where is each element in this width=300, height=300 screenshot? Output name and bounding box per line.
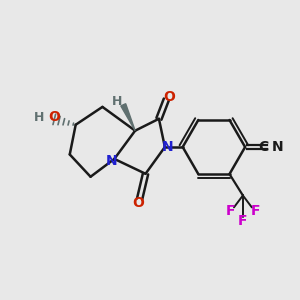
Text: O: O [48,110,60,124]
Text: F: F [238,214,248,228]
Text: H: H [34,111,44,124]
Polygon shape [121,104,135,131]
Text: N: N [161,140,173,154]
Text: O: O [132,196,144,210]
Text: C: C [258,140,269,154]
Text: F: F [250,204,260,218]
Text: N: N [272,140,283,154]
Text: H: H [112,95,122,108]
Text: O: O [164,89,175,103]
Text: F: F [226,204,235,218]
Text: N: N [106,154,118,168]
